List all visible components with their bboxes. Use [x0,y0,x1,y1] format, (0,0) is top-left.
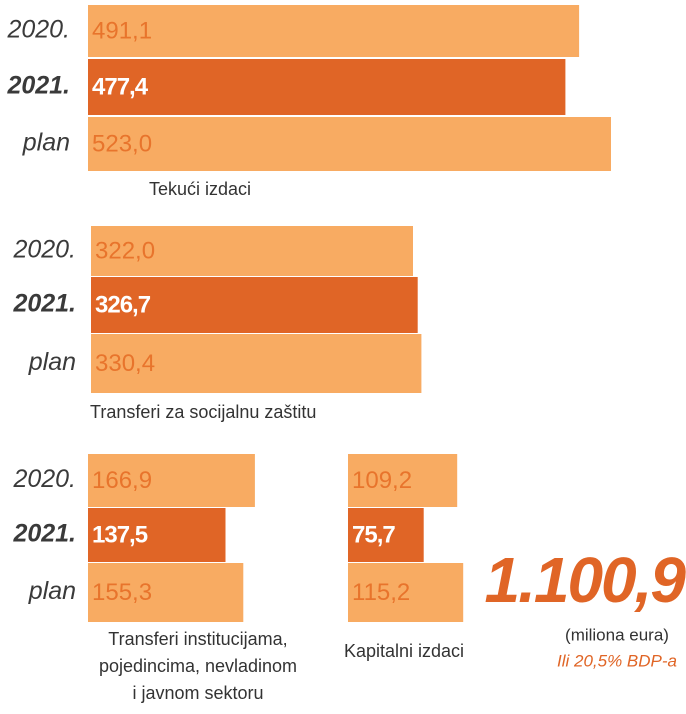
value-label: 75,7 [352,521,395,548]
value-label: 115,2 [352,579,410,606]
bar [91,277,418,333]
category-label: 2020. [12,465,76,493]
bar [91,334,422,393]
note: Ili 20,5% BDP-a [557,651,677,670]
bar [348,563,464,622]
bar [88,508,226,562]
chart-title: pojedincima, nevladinom [99,656,297,676]
value-label: 322,0 [95,237,155,264]
value-label: 523,0 [92,130,152,157]
chart-title: Transferi institucijama, [108,629,287,649]
value-label: 477,4 [92,73,149,100]
value-label: 109,2 [352,467,412,494]
category-label: 2021. [12,290,76,318]
bar [348,454,458,507]
value-label: 326,7 [95,291,151,318]
chart-title: Tekući izdaci [149,179,251,199]
value-label: 137,5 [92,521,148,548]
chart-title: i javnom sektoru [132,683,263,703]
value-label: 491,1 [92,17,152,44]
category-label: 2020. [6,16,70,44]
category-label: 2021. [12,520,76,548]
bar [348,508,424,562]
bar [88,563,244,622]
bar [88,117,611,171]
value-label: 155,3 [92,579,152,606]
value-label: 330,4 [95,350,155,377]
value-label: 166,9 [92,467,152,494]
total: 1.100,9 [484,544,686,616]
bar [88,454,255,507]
chart-title: Transferi za socijalnu zaštitu [90,402,316,422]
category-label: 2020. [12,236,76,264]
category-label: plan [28,577,76,605]
bar [88,5,580,57]
bar [88,59,566,115]
category-label: 2021. [6,72,70,100]
category-label: plan [22,129,70,157]
unit: (miliona eura) [565,625,669,644]
bar [91,226,413,276]
chart-title: Kapitalni izdaci [344,641,464,661]
category-label: plan [28,348,76,376]
